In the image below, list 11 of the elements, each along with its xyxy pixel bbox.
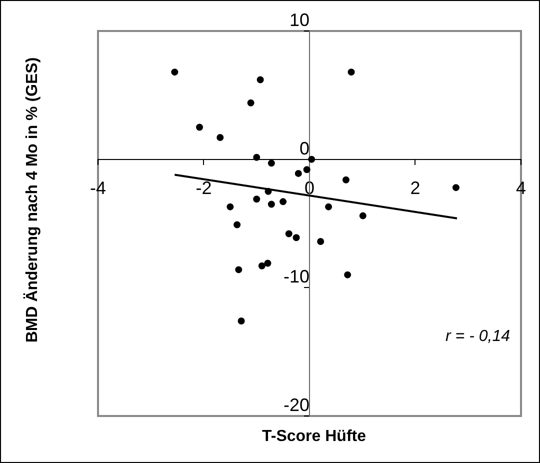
y-tick-label: 0 <box>299 138 310 158</box>
x-tick-label: 4 <box>516 178 526 198</box>
x-tick-label: -2 <box>196 178 212 198</box>
x-tick-label: -4 <box>90 178 106 198</box>
x-tick-label: 2 <box>410 178 420 198</box>
y-tick-label: 10 <box>289 10 310 30</box>
x-axis-title: T-Score Hüfte <box>260 428 367 446</box>
y-tick-label: -20 <box>283 394 310 415</box>
y-tick-label: -10 <box>283 266 310 287</box>
y-axis-title: BMD Änderung nach 4 Mo in % (GES) <box>23 56 42 345</box>
annotation: r = - 0,14 <box>446 328 510 346</box>
